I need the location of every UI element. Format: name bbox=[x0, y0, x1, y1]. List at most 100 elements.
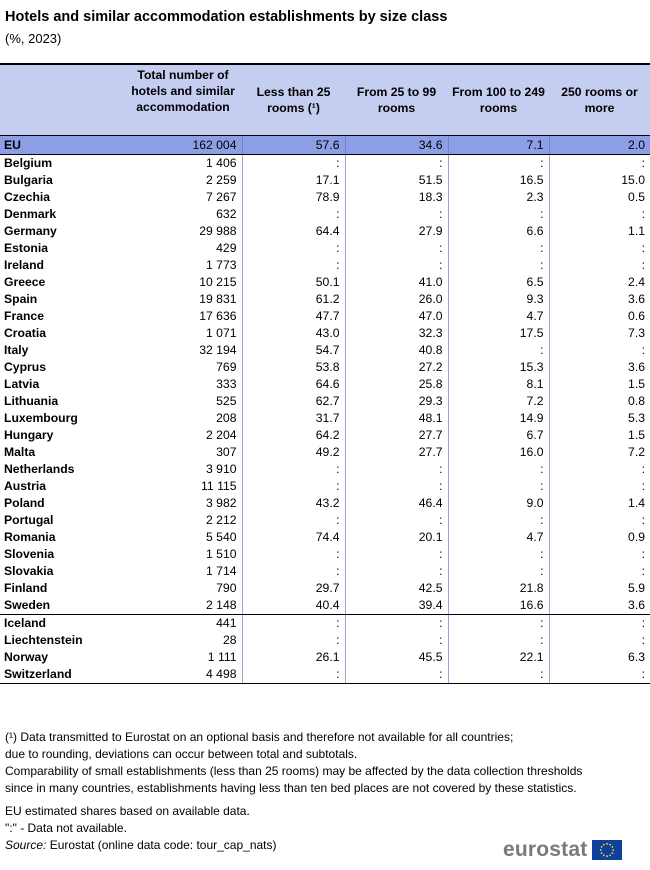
cell-25-99: 45.5 bbox=[344, 649, 448, 666]
cell-100-249: 16.0 bbox=[447, 444, 549, 461]
cell-100-249: 21.8 bbox=[447, 580, 549, 597]
cell-25-99: : bbox=[344, 154, 448, 172]
cell-country: Malta bbox=[4, 445, 36, 459]
cell-25-99: 29.3 bbox=[344, 393, 448, 410]
cell-lt25: 53.8 bbox=[241, 359, 345, 376]
cell-total: 307 bbox=[216, 445, 237, 459]
cell-100-249: 17.5 bbox=[447, 325, 549, 342]
footnote-line: since in many countries, establishments … bbox=[5, 781, 577, 795]
table-row: Ireland 1 773:::: bbox=[0, 257, 650, 274]
cell-25-99: : bbox=[344, 666, 448, 684]
cell-country: Belgium bbox=[4, 156, 53, 170]
source-line: Source: Eurostat (online data code: tour… bbox=[5, 837, 645, 854]
cell-total: 441 bbox=[216, 616, 237, 630]
cell-25-99: 27.7 bbox=[344, 427, 448, 444]
cell-25-99: 47.0 bbox=[344, 308, 448, 325]
cell-250plus: : bbox=[548, 666, 650, 684]
cell-country: Ireland bbox=[4, 258, 44, 272]
cell-country: Denmark bbox=[4, 207, 57, 221]
cell-lt25: 17.1 bbox=[241, 172, 345, 189]
cell-country: Greece bbox=[4, 275, 46, 289]
cell-total: 3 982 bbox=[206, 496, 237, 510]
source-label: Source: bbox=[5, 838, 47, 852]
cell-country: Latvia bbox=[4, 377, 40, 391]
cell-total: 2 212 bbox=[206, 513, 237, 527]
flag-star bbox=[609, 843, 612, 846]
cell-100-249: : bbox=[447, 563, 549, 580]
cell-25-99: 26.0 bbox=[344, 291, 448, 308]
cell-25-99: : bbox=[344, 240, 448, 257]
cell-total: 769 bbox=[216, 360, 237, 374]
cell-total: 1 111 bbox=[207, 650, 237, 664]
cell-lt25: 43.0 bbox=[241, 325, 345, 342]
cell-lt25: : bbox=[241, 614, 345, 632]
table-row: Malta 307 49.2 27.7 16.0 7.2 bbox=[0, 444, 650, 461]
cell-country: Italy bbox=[4, 343, 29, 357]
table-row: Luxembourg 208 31.7 48.1 14.9 5.3 bbox=[0, 410, 650, 427]
eu-note: EU estimated shares based on available d… bbox=[5, 804, 250, 818]
cell-100-249: : bbox=[447, 342, 549, 359]
cell-100-249: : bbox=[447, 614, 549, 632]
table-row: Latvia 333 64.6 25.8 8.1 1.5 bbox=[0, 376, 650, 393]
table-row: Iceland 441:::: bbox=[0, 614, 650, 632]
cell-lt25: : bbox=[241, 206, 345, 223]
cell-25-99: 39.4 bbox=[344, 597, 448, 615]
cell-100-249: : bbox=[447, 257, 549, 274]
cell-100-249: 4.7 bbox=[447, 308, 549, 325]
cell-lt25: 43.2 bbox=[241, 495, 345, 512]
cell-country: Portugal bbox=[4, 513, 54, 527]
table-row: Sweden 2 148 40.4 39.4 16.6 3.6 bbox=[0, 597, 650, 615]
cell-250plus: : bbox=[548, 257, 650, 274]
cell-country: Poland bbox=[4, 496, 45, 510]
cell-country: EU bbox=[0, 135, 124, 155]
cell-25-99: : bbox=[344, 478, 448, 495]
eurostat-logo: eurostat bbox=[503, 838, 623, 862]
cell-total: 4 498 bbox=[124, 666, 242, 684]
cell-total: 11 115 bbox=[201, 479, 237, 493]
cell-country: Romania bbox=[4, 530, 56, 544]
cell-100-249: 15.3 bbox=[447, 359, 549, 376]
eu-flag-icon bbox=[592, 840, 623, 860]
cell-country: Estonia bbox=[4, 241, 49, 255]
cell-100-249: 7.1 bbox=[447, 135, 549, 155]
eurostat-wordmark: eurostat bbox=[503, 838, 588, 861]
cell-250plus: 0.8 bbox=[548, 393, 650, 410]
cell-country: Lithuania bbox=[4, 394, 59, 408]
cell-country: Slovenia bbox=[4, 547, 55, 561]
notes: (¹) Data transmitted to Eurostat on an o… bbox=[5, 729, 645, 854]
table-row: Netherlands 3 910:::: bbox=[0, 461, 650, 478]
cell-25-99: 42.5 bbox=[344, 580, 448, 597]
cell-total: 790 bbox=[216, 581, 237, 595]
flag-star bbox=[603, 854, 606, 857]
flag-star bbox=[601, 852, 603, 854]
cell-250plus: 5.3 bbox=[548, 410, 650, 427]
cell-250plus: : bbox=[548, 478, 650, 495]
footnote-line: Comparability of small establishments (l… bbox=[5, 764, 583, 778]
cell-country: Norway bbox=[4, 650, 49, 664]
table-body: EU 162 004 57.6 34.6 7.1 2.0 Belgium 1 406:::: B… bbox=[0, 135, 650, 684]
cell-country: Switzerland bbox=[0, 666, 124, 684]
table-row: Romania 5 540 74.4 20.1 4.7 0.9 bbox=[0, 529, 650, 546]
cell-25-99: 27.9 bbox=[344, 223, 448, 240]
footnote-line: (¹) Data transmitted to Eurostat on an o… bbox=[5, 730, 514, 744]
cell-total: 19 831 bbox=[199, 292, 237, 306]
cell-lt25: : bbox=[241, 563, 345, 580]
cell-100-249: 4.7 bbox=[447, 529, 549, 546]
cell-total: 29 988 bbox=[199, 224, 237, 238]
cell-250plus: : bbox=[548, 546, 650, 563]
table-row: Germany 29 988 64.4 27.9 6.6 1.1 bbox=[0, 223, 650, 240]
cell-100-249: : bbox=[447, 512, 549, 529]
table-row: Poland 3 982 43.2 46.4 9.0 1.4 bbox=[0, 495, 650, 512]
cell-lt25: 64.4 bbox=[241, 223, 345, 240]
cell-total: 17 636 bbox=[199, 309, 237, 323]
table-row: Belgium 1 406:::: bbox=[0, 154, 650, 172]
cell-lt25: 57.6 bbox=[241, 135, 345, 155]
cell-100-249: 6.6 bbox=[447, 223, 549, 240]
cell-country: Czechia bbox=[4, 190, 51, 204]
cell-country: Luxembourg bbox=[4, 411, 78, 425]
cell-lt25: : bbox=[241, 478, 345, 495]
cell-lt25: 61.2 bbox=[241, 291, 345, 308]
cell-total: 3 910 bbox=[206, 462, 237, 476]
cell-total: 429 bbox=[216, 241, 237, 255]
flag-star bbox=[600, 849, 603, 851]
